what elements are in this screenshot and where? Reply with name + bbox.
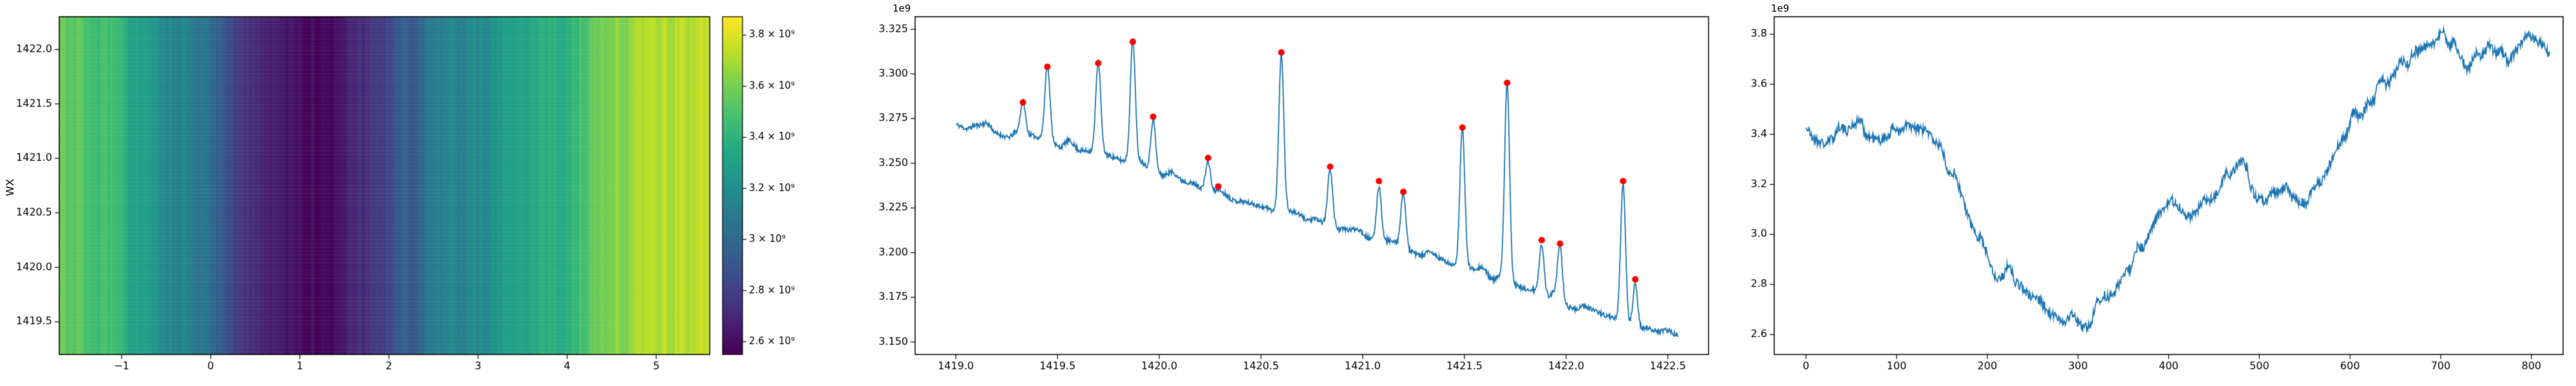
peaks-offset-label: 1e9 <box>893 3 911 14</box>
heatmap-panel: WX <box>0 0 837 386</box>
peaks-panel: 1e9 <box>837 0 1719 386</box>
heatmap-canvas <box>0 0 837 386</box>
timeseries-chart-canvas <box>1719 0 2576 386</box>
heatmap-ylabel: WX <box>3 179 16 196</box>
timeseries-offset-label: 1e9 <box>1771 3 1790 14</box>
timeseries-panel: 1e9 <box>1719 0 2576 386</box>
peaks-chart-canvas <box>837 0 1719 386</box>
